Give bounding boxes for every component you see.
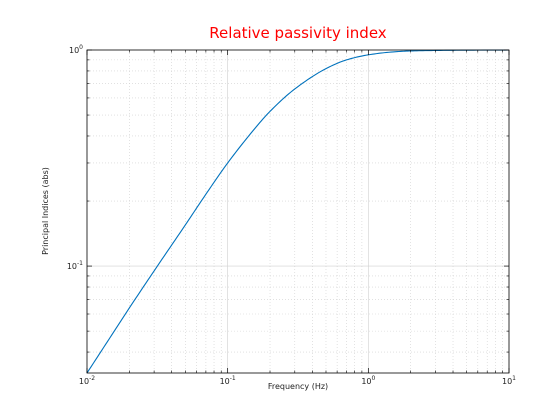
y-tick-label: 10-1 [67, 260, 83, 271]
y-tick-label: 100 [69, 44, 83, 55]
series-line [86, 49, 510, 374]
x-tick-label: 10-2 [79, 375, 95, 386]
x-tick-label: 100 [361, 375, 375, 386]
axes-box [86, 49, 510, 374]
x-tick-label: 101 [502, 375, 516, 386]
ticks: 10-2 10-1 100 101 10-1 100 [67, 44, 516, 386]
plot-lines [86, 49, 510, 374]
x-tick-label: 10-1 [220, 375, 236, 386]
x-axis-label: Frequency (Hz) [268, 382, 328, 391]
y-axis-label: Principal Indices (abs) [41, 167, 50, 255]
grid [87, 50, 509, 373]
chart-title: Relative passivity index [209, 24, 387, 42]
